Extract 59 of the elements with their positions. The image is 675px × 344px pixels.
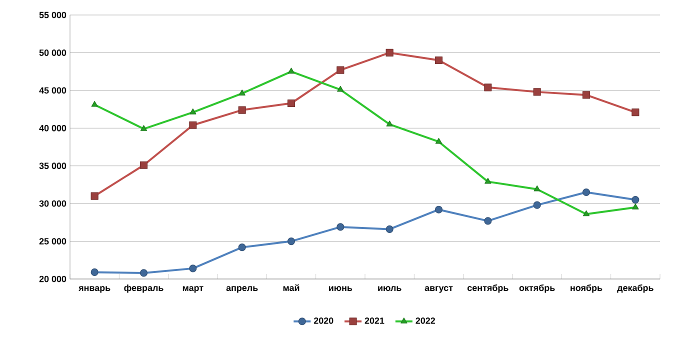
point [632, 108, 640, 116]
point [238, 106, 246, 114]
point [484, 84, 492, 92]
point [582, 188, 590, 196]
point [288, 68, 295, 74]
legend-label: 2021 [364, 318, 384, 324]
point [238, 90, 246, 96]
point [189, 121, 197, 129]
point [434, 56, 443, 64]
y-tick-label: 40 000 [39, 124, 66, 132]
x-tick-label: май [283, 284, 300, 292]
point [484, 178, 492, 184]
y-tick-label: 45 000 [39, 87, 66, 94]
point [91, 100, 98, 107]
point [190, 108, 196, 114]
x-tick-label: март [182, 286, 204, 293]
x-tick-label: декабрь [617, 284, 654, 293]
point [140, 125, 148, 131]
legend-label: 2020 [314, 318, 334, 324]
point [90, 268, 98, 276]
point [189, 264, 197, 272]
point [238, 244, 246, 252]
x-tick-label: ноябрь [570, 284, 602, 293]
point [90, 192, 98, 200]
point [386, 120, 393, 126]
point [386, 48, 394, 56]
point [582, 210, 590, 216]
point [632, 204, 639, 210]
y-tick-label: 55 000 [39, 12, 66, 18]
y-tick-label: 25 000 [39, 238, 66, 244]
y-tick-label: 35 000 [39, 162, 66, 170]
y-tick-label: 20 000 [39, 276, 66, 282]
point [336, 66, 344, 74]
point [484, 217, 492, 225]
y-tick-label: 30 000 [39, 200, 66, 207]
point [533, 201, 541, 209]
legend-label: 2022 [416, 318, 436, 324]
point [533, 88, 541, 96]
x-tick-label: август [424, 286, 453, 293]
point [140, 161, 148, 169]
x-tick-label: сентябрь [467, 284, 508, 293]
point [386, 225, 394, 234]
x-tick-label: июль [378, 286, 402, 292]
x-tick-label: апрель [226, 286, 258, 293]
point [287, 99, 296, 108]
point [140, 269, 148, 277]
x-tick-label: январь [78, 286, 110, 293]
point [534, 185, 540, 192]
point [632, 196, 640, 204]
point [336, 223, 344, 231]
point [434, 206, 443, 214]
point [287, 237, 296, 246]
point [582, 91, 590, 99]
x-tick-label: июнь [328, 286, 352, 292]
x-tick-label: октябрь [519, 284, 555, 293]
point [435, 138, 442, 144]
point [337, 86, 344, 92]
x-tick-label: февраль [124, 284, 164, 293]
y-tick-label: 50 000 [39, 50, 66, 56]
